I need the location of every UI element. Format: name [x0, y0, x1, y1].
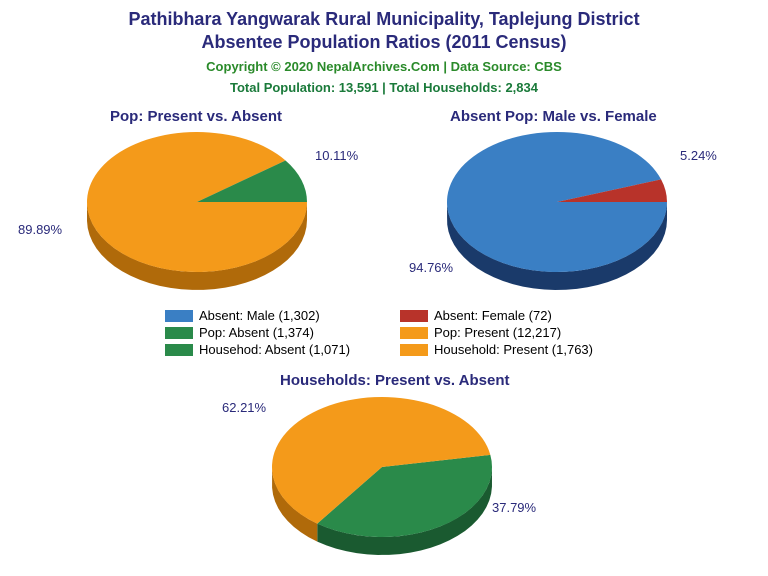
- copyright-text: Copyright © 2020 NepalArchives.Com | Dat…: [0, 59, 768, 74]
- legend-swatch: [165, 344, 193, 356]
- legend-label: Pop: Absent (1,374): [199, 325, 314, 340]
- legend-label: Absent: Female (72): [434, 308, 552, 323]
- chart3-pct-major: 62.21%: [222, 400, 266, 415]
- chart2-pct-minor: 5.24%: [680, 148, 717, 163]
- chart3-title: Households: Present vs. Absent: [280, 372, 510, 389]
- legend-item: Absent: Female (72): [400, 308, 635, 323]
- chart1-title: Pop: Present vs. Absent: [110, 108, 282, 125]
- legend-item: Pop: Present (12,217): [400, 325, 635, 340]
- chart2-title: Absent Pop: Male vs. Female: [450, 108, 657, 125]
- legend-swatch: [165, 310, 193, 322]
- chart2-pie: [445, 130, 669, 297]
- main-title-line1: Pathibhara Yangwarak Rural Municipality,…: [0, 8, 768, 31]
- legend-label: Pop: Present (12,217): [434, 325, 561, 340]
- chart2-pct-major: 94.76%: [409, 260, 453, 275]
- legend-item: Househod: Absent (1,071): [165, 342, 400, 357]
- chart3-pie: [270, 395, 494, 562]
- legend-label: Household: Present (1,763): [434, 342, 593, 357]
- chart1-pie: [85, 130, 309, 297]
- legend-item: Pop: Absent (1,374): [165, 325, 400, 340]
- legend-label: Househod: Absent (1,071): [199, 342, 350, 357]
- legend-swatch: [400, 344, 428, 356]
- chart3-pct-minor: 37.79%: [492, 500, 536, 515]
- chart1-pct-major: 89.89%: [18, 222, 62, 237]
- legend-swatch: [165, 327, 193, 339]
- legend-swatch: [400, 327, 428, 339]
- chart1-pct-minor: 10.11%: [315, 148, 358, 163]
- legend-label: Absent: Male (1,302): [199, 308, 320, 323]
- totals-text: Total Population: 13,591 | Total Househo…: [0, 80, 768, 95]
- main-title-line2: Absentee Population Ratios (2011 Census): [0, 31, 768, 54]
- legend-item: Household: Present (1,763): [400, 342, 635, 357]
- legend: Absent: Male (1,302) Absent: Female (72)…: [165, 308, 635, 359]
- legend-swatch: [400, 310, 428, 322]
- title-block: Pathibhara Yangwarak Rural Municipality,…: [0, 0, 768, 95]
- legend-item: Absent: Male (1,302): [165, 308, 400, 323]
